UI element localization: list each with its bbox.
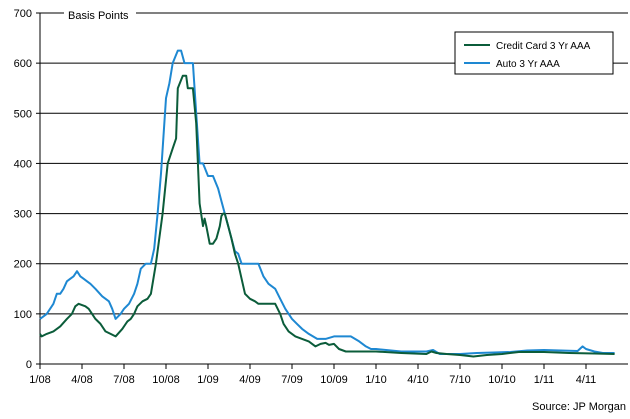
x-tick-label: 4/11 [576,374,597,386]
y-tick-label: 600 [14,58,32,70]
x-tick-label: 4/08 [71,374,92,386]
y-tick-label: 100 [14,309,32,321]
y-tick-label: 500 [14,108,32,120]
series-lines [39,49,615,358]
x-tick-label: 7/10 [449,374,470,386]
x-tick-label: 1/09 [197,374,218,386]
legend-label-auto: Auto 3 Yr AAA [496,59,560,70]
x-tick-label: 1/11 [534,374,555,386]
y-axis-title: Basis Points [68,10,129,22]
legend: Credit Card 3 Yr AAA Auto 3 Yr AAA [454,31,614,75]
series-line-credit-card [39,74,615,358]
x-tick-label: 10/10 [488,374,516,386]
x-tick-label: 1/08 [29,374,50,386]
x-tick-label: 1/10 [365,374,386,386]
x-tick-label: 7/08 [113,374,134,386]
legend-label-credit-card: Credit Card 3 Yr AAA [496,41,591,52]
grid-lines [39,12,628,365]
y-axis-title-background [64,8,136,22]
x-tick-label: 10/09 [320,374,348,386]
y-tick-label: 200 [14,259,32,271]
y-axis-ticks: 0 100 200 300 400 500 600 700 [14,8,40,371]
y-tick-label: 400 [14,158,32,170]
y-tick-label: 300 [14,209,32,221]
y-tick-label: 0 [26,359,32,371]
x-axis-ticks: 1/08 4/08 7/08 10/08 1/09 4/09 7/09 10/09 1/10 4/… [29,364,596,386]
y-tick-label: 700 [14,8,32,20]
x-tick-label: 10/08 [152,374,180,386]
series-line-auto [39,49,615,355]
legend-box [454,31,614,75]
x-tick-label: 4/09 [239,374,260,386]
source-note: Source: JP Morgan [532,401,626,413]
x-tick-label: 4/10 [407,374,428,386]
x-tick-label: 7/09 [281,374,302,386]
